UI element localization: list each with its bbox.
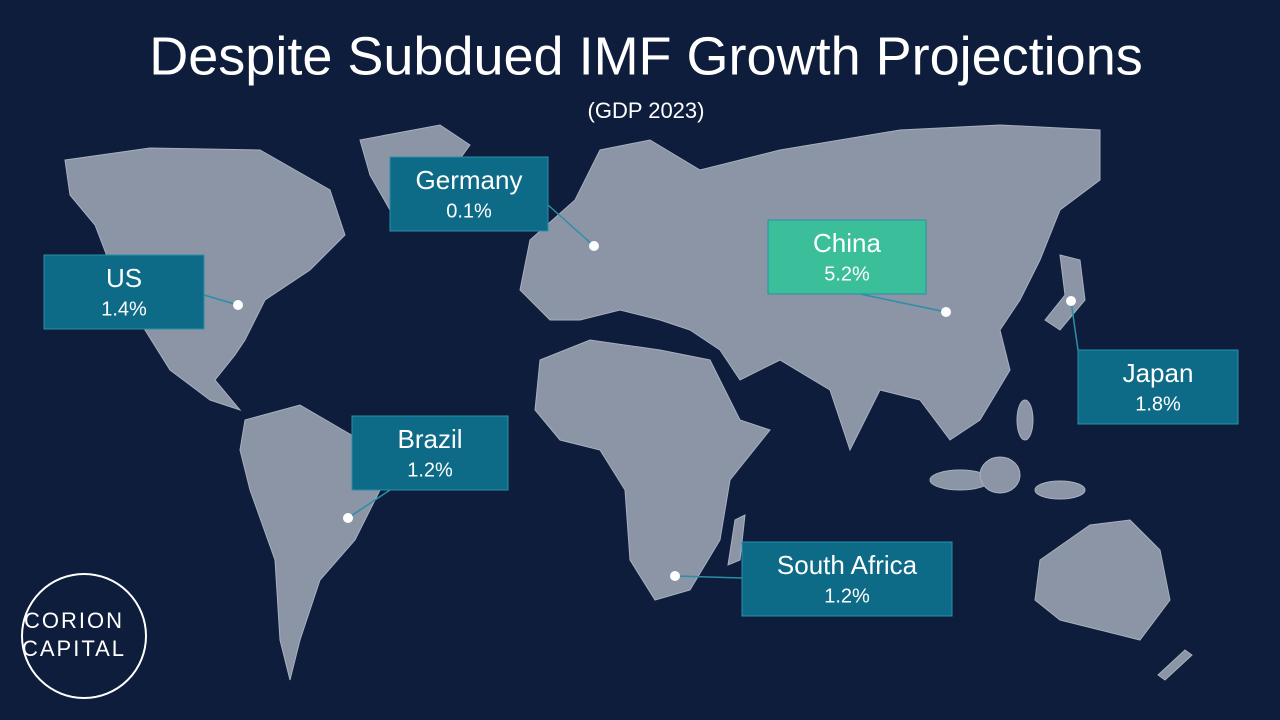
growth-value: 0.1%: [446, 200, 492, 222]
location-dot: [670, 571, 680, 581]
madagascar: [727, 514, 746, 566]
country-name: South Africa: [777, 550, 918, 580]
logo-ring: [21, 573, 147, 699]
location-dot: [343, 513, 353, 523]
location-dot: [589, 241, 599, 251]
leader-line: [203, 294, 239, 306]
subtitle: (GDP 2023): [588, 98, 705, 123]
callout-box: [43, 254, 205, 330]
leader-line: [547, 204, 595, 247]
logo-line2: CAPITAL: [22, 636, 126, 661]
leader-line: [674, 575, 743, 579]
country-name: Brazil: [397, 424, 462, 454]
new-zealand: [1157, 649, 1193, 681]
africa: [534, 339, 771, 601]
leader-line: [347, 489, 391, 519]
callout-box: [1077, 349, 1239, 425]
country-name: China: [813, 228, 881, 258]
growth-value: 1.2%: [824, 585, 870, 607]
location-dot: [941, 307, 951, 317]
callout-box: [389, 156, 549, 232]
country-name: Japan: [1123, 358, 1194, 388]
leader-line: [859, 293, 947, 313]
callout-box: [767, 219, 927, 295]
title: Despite Subdued IMF Growth Projections: [149, 26, 1142, 86]
growth-value: 5.2%: [824, 263, 870, 285]
location-dot: [233, 300, 243, 310]
growth-value: 1.4%: [101, 298, 147, 320]
callouts: Germany 0.1% US 1.4% China 5.2% Japan 1.8% Brazi…: [43, 156, 1239, 617]
new-guinea: [1034, 480, 1086, 500]
country-name: Germany: [416, 165, 523, 195]
borneo: [979, 456, 1021, 494]
callout-box: [351, 415, 509, 491]
leader-line: [1070, 300, 1079, 351]
japan: [1044, 254, 1086, 331]
callout-box: [741, 541, 953, 617]
australia: [1034, 519, 1171, 641]
growth-value: 1.8%: [1135, 393, 1181, 415]
location-dot: [1066, 296, 1076, 306]
logo-line1: CORION: [24, 608, 124, 633]
growth-value: 1.2%: [407, 459, 453, 481]
philippines: [1016, 399, 1034, 441]
country-name: US: [106, 263, 142, 293]
